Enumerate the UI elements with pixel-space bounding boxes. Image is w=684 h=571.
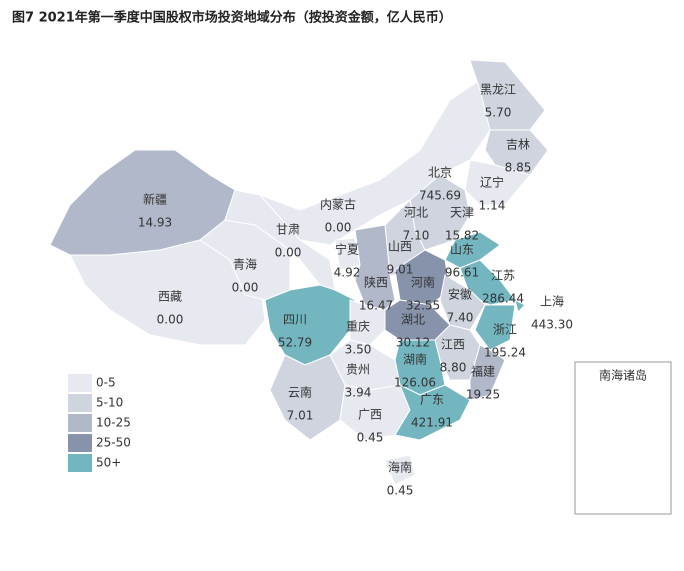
region-name: 广东 bbox=[420, 393, 444, 407]
region-value: 3.50 bbox=[345, 343, 372, 357]
region-name: 陕西 bbox=[364, 275, 388, 290]
region-name: 江苏 bbox=[491, 269, 515, 283]
region-value: 0.00 bbox=[157, 313, 184, 327]
region-name: 河北 bbox=[404, 206, 428, 220]
region-value: 0.00 bbox=[275, 246, 302, 260]
region-value: 5.70 bbox=[485, 106, 512, 120]
region bbox=[69, 239, 266, 346]
inset-box bbox=[574, 361, 672, 515]
region-value: 8.85 bbox=[505, 161, 532, 175]
region-name: 海南 bbox=[388, 460, 412, 475]
region-name: 云南 bbox=[288, 385, 312, 400]
region-name: 湖北 bbox=[401, 312, 425, 327]
region-value: 8.80 bbox=[440, 361, 467, 375]
region-value: 0.00 bbox=[232, 281, 259, 295]
region-name: 甘肃 bbox=[276, 223, 300, 237]
region-name: 新疆 bbox=[143, 192, 167, 207]
legend-swatch bbox=[68, 394, 92, 412]
region-name: 西藏 bbox=[158, 290, 182, 304]
region-name: 宁夏 bbox=[335, 242, 359, 257]
region-name: 上海 bbox=[540, 294, 564, 309]
region-value: 14.93 bbox=[138, 216, 172, 230]
legend-swatch bbox=[68, 374, 92, 392]
inset-label: 南海诸岛 bbox=[599, 368, 647, 383]
region-name: 山东 bbox=[450, 243, 474, 257]
region bbox=[394, 383, 471, 441]
region-value: 7.10 bbox=[403, 229, 430, 243]
legend-swatch bbox=[68, 454, 92, 472]
region-name: 江西 bbox=[441, 338, 465, 352]
region-value: 421.91 bbox=[411, 416, 453, 430]
region bbox=[384, 454, 416, 486]
region-name: 安徽 bbox=[448, 287, 472, 302]
legend-label: 10-25 bbox=[96, 416, 131, 430]
region-name: 辽宁 bbox=[480, 175, 504, 190]
region-value: 96.61 bbox=[445, 266, 479, 280]
legend-label: 0-5 bbox=[96, 376, 116, 390]
region-value: 7.01 bbox=[287, 409, 314, 423]
region-name: 四川 bbox=[283, 313, 307, 327]
region-value: 52.79 bbox=[278, 336, 312, 350]
legend-label: 50+ bbox=[96, 456, 121, 470]
region-name: 浙江 bbox=[493, 323, 517, 337]
region-name: 吉林 bbox=[506, 138, 530, 152]
region bbox=[349, 299, 386, 346]
region-name: 湖南 bbox=[403, 352, 427, 367]
regions bbox=[49, 59, 549, 486]
region-name: 北京 bbox=[428, 166, 452, 180]
labels: 新疆 14.93 西藏 0.00 青海 0.00 甘肃 0.00 内蒙古 0.00 黑龙江 5.70 吉… bbox=[138, 83, 573, 498]
region-name: 河南 bbox=[411, 275, 435, 290]
region-name: 重庆 bbox=[346, 320, 370, 334]
region-value: 30.12 bbox=[396, 336, 430, 350]
region-value: 0.00 bbox=[325, 221, 352, 235]
region-value: 9.01 bbox=[387, 263, 414, 277]
region-name: 内蒙古 bbox=[320, 197, 356, 212]
region-value: 195.24 bbox=[484, 346, 526, 360]
region-value: 443.30 bbox=[531, 318, 573, 332]
region-value: 286.44 bbox=[482, 292, 524, 306]
region-value: 0.45 bbox=[387, 484, 414, 498]
region-value: 32.55 bbox=[406, 299, 440, 313]
region bbox=[259, 79, 491, 246]
region bbox=[469, 59, 546, 131]
region-name: 黑龙江 bbox=[480, 83, 516, 97]
region-name: 贵州 bbox=[346, 363, 370, 377]
region-value: 4.92 bbox=[334, 266, 361, 280]
region-value: 16.47 bbox=[359, 299, 393, 313]
legend-label: 5-10 bbox=[96, 396, 123, 410]
legend-label: 25-50 bbox=[96, 436, 131, 450]
region-value: 0.45 bbox=[357, 431, 384, 445]
region-name: 青海 bbox=[233, 257, 257, 272]
region-name: 天津 bbox=[450, 206, 474, 220]
region-value: 1.14 bbox=[479, 199, 506, 213]
region-name: 福建 bbox=[471, 364, 495, 379]
region-name: 山西 bbox=[388, 240, 412, 254]
region-value: 745.69 bbox=[419, 189, 461, 203]
legend-swatch bbox=[68, 434, 92, 452]
legend: 0-5 5-10 10-25 25-50 50+ bbox=[68, 374, 131, 472]
region-value: 126.06 bbox=[394, 376, 436, 390]
region bbox=[514, 299, 526, 313]
region-name: 广西 bbox=[358, 408, 382, 422]
legend-swatch bbox=[68, 414, 92, 432]
region-value: 3.94 bbox=[345, 386, 372, 400]
region-value: 7.40 bbox=[447, 311, 474, 325]
region-value: 15.82 bbox=[445, 229, 479, 243]
title: 图7 2021年第一季度中国股权市场投资地域分布（按投资金额，亿人民币） bbox=[12, 10, 452, 26]
region bbox=[474, 304, 516, 351]
region-value: 19.25 bbox=[466, 388, 500, 402]
